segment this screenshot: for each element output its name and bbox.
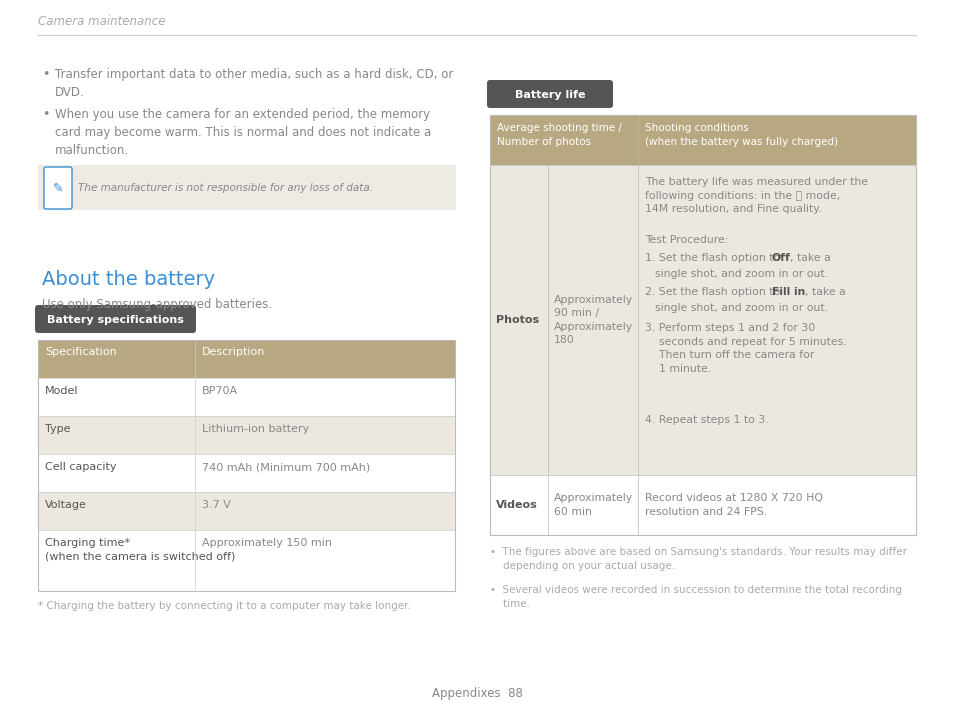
Text: Approximately
90 min /
Approximately
180: Approximately 90 min / Approximately 180 — [554, 294, 633, 346]
Text: Approximately 150 min: Approximately 150 min — [202, 538, 332, 548]
Text: Type: Type — [45, 424, 71, 434]
Text: •: • — [42, 68, 50, 81]
Text: Average shooting time /
Number of photos: Average shooting time / Number of photos — [497, 123, 621, 147]
FancyBboxPatch shape — [44, 167, 71, 209]
Text: 3.7 V: 3.7 V — [202, 500, 231, 510]
Text: The battery life was measured under the
following conditions: in the 📷 mode,
14M: The battery life was measured under the … — [644, 177, 867, 215]
Text: The manufacturer is not responsible for any loss of data.: The manufacturer is not responsible for … — [78, 183, 373, 193]
Bar — [38, 530, 455, 591]
Text: When you use the camera for an extended period, the memory
card may become warm.: When you use the camera for an extended … — [55, 108, 431, 157]
Text: Approximately
60 min: Approximately 60 min — [554, 493, 633, 517]
Text: 4. Repeat steps 1 to 3.: 4. Repeat steps 1 to 3. — [644, 415, 768, 425]
Text: Record videos at 1280 X 720 HQ
resolution and 24 FPS.: Record videos at 1280 X 720 HQ resolutio… — [644, 493, 822, 517]
Text: Use only Samsung-approved batteries.: Use only Samsung-approved batteries. — [42, 298, 272, 311]
Text: , take a: , take a — [789, 253, 830, 263]
Text: Fill in: Fill in — [771, 287, 804, 297]
Text: * Charging the battery by connecting it to a computer may take longer.: * Charging the battery by connecting it … — [38, 600, 411, 611]
Bar — [38, 340, 455, 378]
Bar — [490, 115, 915, 165]
Text: •  Several videos were recorded in succession to determine the total recording
 : • Several videos were recorded in succes… — [490, 585, 901, 608]
Text: Charging time*
(when the camera is switched off): Charging time* (when the camera is switc… — [45, 538, 235, 562]
Text: Videos: Videos — [496, 500, 537, 510]
Text: Camera maintenance: Camera maintenance — [38, 15, 165, 28]
FancyBboxPatch shape — [35, 305, 195, 333]
Bar — [38, 492, 455, 530]
Text: Battery specifications: Battery specifications — [47, 315, 183, 325]
Text: Transfer important data to other media, such as a hard disk, CD, or
DVD.: Transfer important data to other media, … — [55, 68, 453, 99]
Text: 740 mAh (Minimum 700 mAh): 740 mAh (Minimum 700 mAh) — [202, 462, 370, 472]
Text: single shot, and zoom in or out.: single shot, and zoom in or out. — [655, 269, 827, 279]
Text: Model: Model — [45, 386, 78, 396]
Text: single shot, and zoom in or out.: single shot, and zoom in or out. — [655, 303, 827, 313]
Text: , take a: , take a — [804, 287, 845, 297]
Text: •: • — [42, 108, 50, 121]
Text: •  The figures above are based on Samsung's standards. Your results may differ
 : • The figures above are based on Samsung… — [490, 547, 906, 570]
Text: 2. Set the flash option to: 2. Set the flash option to — [644, 287, 783, 297]
Text: Appendixes  88: Appendixes 88 — [431, 687, 522, 700]
Text: 1. Set the flash option to: 1. Set the flash option to — [644, 253, 783, 263]
Text: Off: Off — [771, 253, 790, 263]
Text: Battery life: Battery life — [515, 90, 584, 100]
Text: About the battery: About the battery — [42, 270, 214, 289]
Text: BP70A: BP70A — [202, 386, 238, 396]
Text: Cell capacity: Cell capacity — [45, 462, 116, 472]
Bar — [38, 165, 456, 210]
Text: Photos: Photos — [496, 315, 538, 325]
Bar — [38, 416, 455, 454]
Text: Test Procedure:: Test Procedure: — [644, 235, 727, 245]
Bar — [38, 454, 455, 492]
Text: 3. Perform steps 1 and 2 for 30
    seconds and repeat for 5 minutes.
    Then t: 3. Perform steps 1 and 2 for 30 seconds … — [644, 323, 845, 374]
Text: Specification: Specification — [45, 347, 116, 357]
Text: Shooting conditions
(when the battery was fully charged): Shooting conditions (when the battery wa… — [644, 123, 838, 147]
Bar — [490, 475, 915, 535]
Bar — [38, 378, 455, 416]
Text: Voltage: Voltage — [45, 500, 87, 510]
FancyBboxPatch shape — [486, 80, 613, 108]
Text: ✎: ✎ — [52, 181, 63, 194]
Text: Lithium-ion battery: Lithium-ion battery — [202, 424, 309, 434]
Text: Description: Description — [202, 347, 265, 357]
Bar — [490, 165, 915, 475]
